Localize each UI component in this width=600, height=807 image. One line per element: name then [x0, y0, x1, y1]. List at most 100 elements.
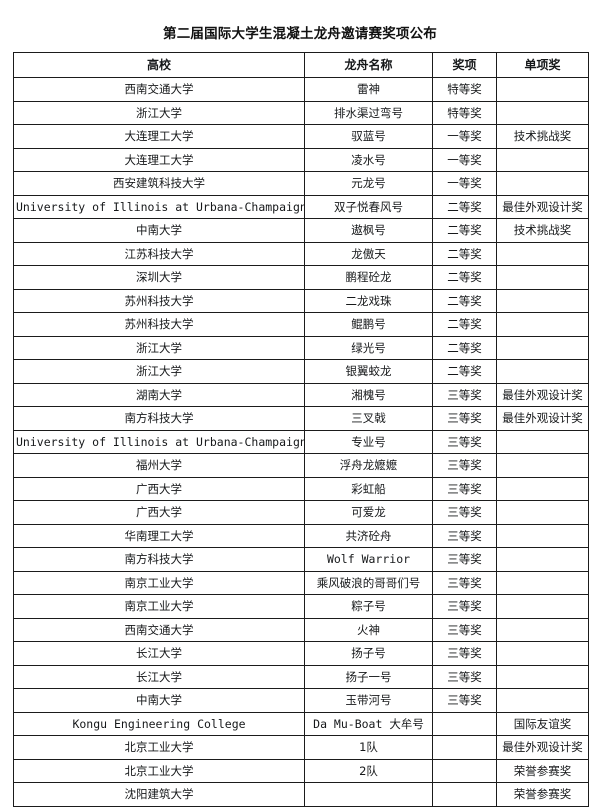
table-row: 江苏科技大学 龙傲天 二等奖 [13, 241, 589, 266]
cell-award [432, 735, 497, 760]
cell-special [496, 171, 589, 196]
cell-boat: 粽子号 [304, 594, 433, 619]
cell-boat: 鲲鹏号 [304, 312, 433, 337]
table-row: 北京工业大学 1队 最佳外观设计奖 [13, 735, 589, 760]
cell-school: 西南交通大学 [13, 77, 305, 102]
award-table-container: 高校 龙舟名称 奖项 单项奖 西南交通大学 雷神 特等奖 浙江大学 排水渠过弯号 特等奖大… [0, 52, 600, 807]
document-page: 第二届国际大学生混凝土龙舟邀请赛奖项公布 高校 龙舟名称 奖项 单项奖 西南交通… [13, 26, 589, 807]
column-header-school: 高校 [13, 52, 305, 78]
cell-boat: 湘槐号 [304, 382, 433, 407]
cell-boat: 火神 [304, 617, 433, 642]
cell-special [496, 100, 589, 125]
cell-award: 特等奖 [432, 77, 497, 102]
cell-school: 西南交通大学 [13, 617, 305, 642]
cell-special [496, 147, 589, 172]
cell-special: 技术挑战奖 [496, 218, 589, 243]
cell-school: 华南理工大学 [13, 523, 305, 548]
cell-special [496, 547, 589, 572]
table-row: University of Illinois at Urbana-Champai… [13, 429, 589, 454]
table-row: 苏州科技大学 鲲鹏号 二等奖 [13, 312, 589, 337]
cell-award: 三等奖 [432, 406, 497, 431]
table-row: 浙江大学 排水渠过弯号 特等奖 [13, 100, 589, 125]
cell-award: 三等奖 [432, 547, 497, 572]
cell-boat: 双子悦春风号 [304, 194, 433, 219]
cell-special: 最佳外观设计奖 [496, 194, 589, 219]
cell-special: 国际友谊奖 [496, 711, 589, 736]
table-row: Kongu Engineering College Da Mu-Boat 大牟号 国… [13, 711, 589, 736]
cell-school: 沈阳建筑大学 [13, 782, 305, 807]
cell-award: 三等奖 [432, 594, 497, 619]
table-row: 苏州科技大学 二龙戏珠 二等奖 [13, 288, 589, 313]
table-row: 浙江大学 银翼蛟龙 二等奖 [13, 359, 589, 384]
cell-special [496, 594, 589, 619]
cell-special [496, 335, 589, 360]
table-row: 西南交通大学 火神 三等奖 [13, 617, 589, 642]
table-row: 大连理工大学 凌水号 一等奖 [13, 147, 589, 172]
cell-boat: 元龙号 [304, 171, 433, 196]
cell-school: 南方科技大学 [13, 547, 305, 572]
cell-special [496, 664, 589, 689]
cell-special [496, 641, 589, 666]
cell-special [496, 265, 589, 290]
table-row: 中南大学 玉带河号 三等奖 [13, 688, 589, 713]
table-row: 福州大学 浮舟龙嬷嬷 三等奖 [13, 453, 589, 478]
cell-boat: 驭蓝号 [304, 124, 433, 149]
cell-boat: 龙傲天 [304, 241, 433, 266]
cell-school: 福州大学 [13, 453, 305, 478]
cell-school: 南方科技大学 [13, 406, 305, 431]
cell-boat: 玉带河号 [304, 688, 433, 713]
cell-award: 三等奖 [432, 382, 497, 407]
cell-school: 中南大学 [13, 688, 305, 713]
cell-award: 三等奖 [432, 570, 497, 595]
cell-boat: 彩虹船 [304, 476, 433, 501]
cell-boat: 银翼蛟龙 [304, 359, 433, 384]
table-header-row: 高校 龙舟名称 奖项 单项奖 [13, 52, 589, 78]
cell-boat: 浮舟龙嬷嬷 [304, 453, 433, 478]
cell-special [496, 288, 589, 313]
cell-school: 中南大学 [13, 218, 305, 243]
cell-boat: 专业号 [304, 429, 433, 454]
cell-special [496, 523, 589, 548]
cell-school: University of Illinois at Urbana-Champai… [13, 429, 305, 454]
cell-award: 三等奖 [432, 523, 497, 548]
cell-special [496, 312, 589, 337]
cell-school: 南京工业大学 [13, 594, 305, 619]
table-row: 南方科技大学 三叉戟 三等奖 最佳外观设计奖 [13, 406, 589, 431]
cell-award: 三等奖 [432, 641, 497, 666]
table-row: 中南大学 遨枫号 二等奖 技术挑战奖 [13, 218, 589, 243]
cell-boat: 扬子一号 [304, 664, 433, 689]
cell-boat: 鹏程砼龙 [304, 265, 433, 290]
cell-school: 北京工业大学 [13, 758, 305, 783]
table-row: University of Illinois at Urbana-Champai… [13, 194, 589, 219]
cell-school: University of Illinois at Urbana-Champai… [13, 194, 305, 219]
cell-award: 二等奖 [432, 288, 497, 313]
table-row: 南方科技大学 Wolf Warrior 三等奖 [13, 547, 589, 572]
cell-special [496, 617, 589, 642]
cell-award: 二等奖 [432, 265, 497, 290]
cell-school: 湖南大学 [13, 382, 305, 407]
table-row: 广西大学 可爱龙 三等奖 [13, 500, 589, 525]
cell-school: 苏州科技大学 [13, 312, 305, 337]
cell-special [496, 77, 589, 102]
cell-special: 荣誉参赛奖 [496, 758, 589, 783]
cell-award: 二等奖 [432, 241, 497, 266]
cell-award: 二等奖 [432, 194, 497, 219]
award-table: 高校 龙舟名称 奖项 单项奖 西南交通大学 雷神 特等奖 浙江大学 排水渠过弯号 特等奖大… [13, 52, 589, 807]
cell-award: 三等奖 [432, 664, 497, 689]
cell-award: 一等奖 [432, 124, 497, 149]
cell-award: 二等奖 [432, 335, 497, 360]
cell-boat: 三叉戟 [304, 406, 433, 431]
table-row: 西安建筑科技大学 元龙号 一等奖 [13, 171, 589, 196]
cell-special: 荣誉参赛奖 [496, 782, 589, 807]
cell-award: 特等奖 [432, 100, 497, 125]
column-header-award: 奖项 [432, 52, 497, 78]
cell-special: 最佳外观设计奖 [496, 406, 589, 431]
cell-award: 二等奖 [432, 359, 497, 384]
cell-boat: 绿光号 [304, 335, 433, 360]
cell-boat: 凌水号 [304, 147, 433, 172]
cell-boat: 遨枫号 [304, 218, 433, 243]
cell-school: 北京工业大学 [13, 735, 305, 760]
table-row: 湖南大学 湘槐号 三等奖 最佳外观设计奖 [13, 382, 589, 407]
cell-special [496, 429, 589, 454]
cell-award: 二等奖 [432, 312, 497, 337]
